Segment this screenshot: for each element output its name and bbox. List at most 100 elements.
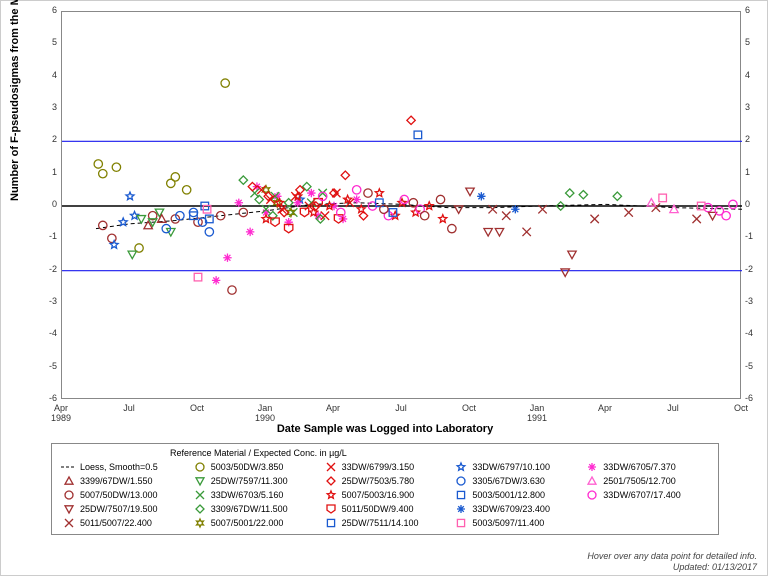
plot-area	[61, 11, 741, 399]
legend-label: 25DW/7507/19.500	[80, 504, 158, 514]
legend-marker	[452, 503, 468, 515]
legend-label: 33DW/6705/7.370	[603, 462, 676, 472]
legend-label: 3305/67DW/3.630	[472, 476, 545, 486]
y-tick-right: -3	[745, 296, 753, 306]
legend-item	[583, 502, 710, 516]
legend-grid: Loess, Smooth=0.55003/50DW/3.85033DW/679…	[60, 460, 710, 530]
x-tick: Jul	[114, 403, 144, 413]
legend-marker	[322, 461, 338, 473]
y-tick-right: -5	[745, 361, 753, 371]
legend-label: 25DW/7597/11.300	[211, 476, 288, 486]
legend-label: Loess, Smooth=0.5	[80, 462, 158, 472]
y-tick-left: 6	[43, 5, 57, 15]
legend-marker	[191, 489, 207, 501]
y-axis-label: Number of F-pseudosigmas from the Most P…	[9, 0, 21, 201]
y-tick-right: 4	[745, 70, 750, 80]
legend-item: Loess, Smooth=0.5	[60, 460, 187, 474]
legend-marker	[191, 517, 207, 529]
legend-marker	[452, 517, 468, 529]
y-tick-left: -2	[43, 264, 57, 274]
legend-item: 5007/50DW/13.000	[60, 488, 187, 502]
legend-marker	[452, 475, 468, 487]
y-tick-right: 5	[745, 37, 750, 47]
legend-item: 33DW/6709/23.400	[452, 502, 579, 516]
legend-marker	[452, 461, 468, 473]
legend-item: 3399/67DW/1.550	[60, 474, 187, 488]
legend-marker	[322, 503, 338, 515]
y-tick-left: -6	[43, 393, 57, 403]
legend-item: 33DW/6707/17.400	[583, 488, 710, 502]
legend-marker	[60, 489, 76, 501]
legend-label: 5011/50DW/9.400	[342, 504, 414, 514]
legend-item: 5007/5001/22.000	[191, 516, 318, 530]
y-tick-right: 6	[745, 5, 750, 15]
y-tick-right: -6	[745, 393, 753, 403]
legend-box: Reference Material / Expected Conc. in µ…	[51, 443, 719, 535]
y-tick-right: -1	[745, 231, 753, 241]
legend-item: 3305/67DW/3.630	[452, 474, 579, 488]
legend-item: 2501/7505/12.700	[583, 474, 710, 488]
legend-item: 25DW/7511/14.100	[322, 516, 449, 530]
y-tick-left: 1	[43, 167, 57, 177]
legend-label: 33DW/6797/10.100	[472, 462, 550, 472]
legend-marker	[452, 489, 468, 501]
legend-marker	[583, 489, 599, 501]
legend-marker	[583, 461, 599, 473]
x-tick: Oct	[726, 403, 756, 413]
legend-label: 3309/67DW/11.500	[211, 504, 288, 514]
x-tick: Oct	[182, 403, 212, 413]
legend-item: 25DW/7597/11.300	[191, 474, 318, 488]
x-tick: Jul	[386, 403, 416, 413]
x-tick: Jan1990	[250, 403, 280, 423]
legend-marker	[322, 489, 338, 501]
legend-item: 33DW/6797/10.100	[452, 460, 579, 474]
legend-marker	[191, 503, 207, 515]
y-tick-left: -5	[43, 361, 57, 371]
legend-label: 33DW/6703/5.160	[211, 490, 284, 500]
y-tick-left: 2	[43, 134, 57, 144]
legend-label: 5007/50DW/13.000	[80, 490, 158, 500]
x-tick: Apr1989	[46, 403, 76, 423]
y-tick-left: -4	[43, 328, 57, 338]
legend-label: 5003/5097/11.400	[472, 518, 544, 528]
plot-svg	[62, 12, 742, 400]
y-tick-left: 0	[43, 199, 57, 209]
legend-marker	[60, 475, 76, 487]
legend-item: 25DW/7503/5.780	[322, 474, 449, 488]
legend-label: 25DW/7503/5.780	[342, 476, 415, 486]
y-tick-right: -4	[745, 328, 753, 338]
y-tick-left: 5	[43, 37, 57, 47]
legend-label: 33DW/6707/17.400	[603, 490, 681, 500]
y-tick-right: 1	[745, 167, 750, 177]
legend-item: 25DW/7507/19.500	[60, 502, 187, 516]
legend-marker	[60, 503, 76, 515]
x-axis-label: Date Sample was Logged into Laboratory	[1, 423, 768, 435]
legend-item	[583, 516, 710, 530]
legend-item: 5011/50DW/9.400	[322, 502, 449, 516]
y-tick-left: 3	[43, 102, 57, 112]
y-tick-right: 2	[745, 134, 750, 144]
legend-title: Reference Material / Expected Conc. in µ…	[170, 448, 710, 458]
y-tick-left: -3	[43, 296, 57, 306]
legend-label: 25DW/7511/14.100	[342, 518, 419, 528]
x-tick: Oct	[454, 403, 484, 413]
legend-label: 5003/5001/12.800	[472, 490, 545, 500]
legend-item: 5011/5007/22.400	[60, 516, 187, 530]
legend-label: 2501/7505/12.700	[603, 476, 676, 486]
legend-marker	[322, 475, 338, 487]
legend-item: 33DW/6705/7.370	[583, 460, 710, 474]
footnote: Hover over any data point for detailed i…	[587, 551, 757, 573]
y-tick-right: 3	[745, 102, 750, 112]
legend-item: 5003/5097/11.400	[452, 516, 579, 530]
x-tick: Apr	[318, 403, 348, 413]
legend-label: 5007/5001/22.000	[211, 518, 284, 528]
legend-item: 3309/67DW/11.500	[191, 502, 318, 516]
legend-item: 33DW/6799/3.150	[322, 460, 449, 474]
legend-marker	[322, 517, 338, 529]
legend-marker	[583, 475, 599, 487]
y-tick-left: 4	[43, 70, 57, 80]
chart-container: Number of F-pseudosigmas from the Most P…	[0, 0, 768, 576]
y-tick-left: -1	[43, 231, 57, 241]
legend-marker	[60, 517, 76, 529]
legend-item: 5007/5003/16.900	[322, 488, 449, 502]
